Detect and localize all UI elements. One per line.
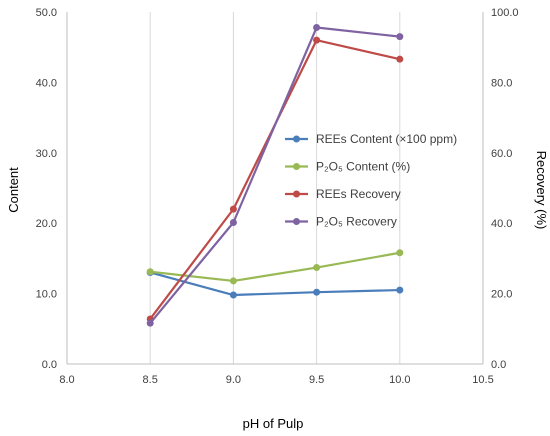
data-point [229,277,237,285]
grid-lines [149,12,401,364]
right-y-tick-label: 80.0 [491,77,512,89]
series-0 [146,268,404,299]
x-tick-label: 8.5 [143,374,158,386]
x-tick-label: 9.0 [226,374,241,386]
left-axis-title: Content [6,167,21,213]
data-point [229,205,237,213]
data-point [313,36,321,44]
right-y-tick-label: 100.0 [491,7,519,19]
legend-swatch-marker [293,218,300,225]
series-1 [146,249,404,285]
series-line [150,251,400,283]
data-point [229,218,237,226]
series-group [146,23,404,327]
left-y-tick-label: 10.0 [36,289,57,301]
legend-label: P₂O₅ Recovery [316,215,397,229]
left-y-tick-label: 20.0 [36,218,57,230]
legend-swatch-marker [293,163,300,170]
left-y-tick-label: 30.0 [36,148,57,160]
legend-label: REEs Recovery [316,187,401,201]
data-point [229,291,237,299]
left-y-tick-label: 0.0 [42,359,57,371]
data-point [396,33,404,41]
right-y-tick-label: 20.0 [491,289,512,301]
legend-label: REEs Content (×100 ppm) [316,132,457,146]
axes [66,12,484,365]
legend-item: REEs Content (×100 ppm) [285,132,457,146]
legend-label: P₂O₅ Content (%) [316,160,410,174]
tick-labels: 8.0 8.5 9.0 9.5 10.0 10.5 0.0 10.0 20.0 30.0 40.0 5… [36,7,519,386]
x-tick-label: 8.0 [59,374,74,386]
left-y-tick-label: 50.0 [36,7,57,19]
legend-swatch-marker [293,190,300,198]
data-point [146,319,154,327]
legend-swatch-marker [293,135,300,143]
data-point [313,288,321,296]
x-tick-label: 10.5 [472,374,493,386]
data-point [396,249,404,257]
right-axis-title: Recovery (%) [534,151,549,230]
data-point [146,268,154,276]
legend-item: REEs Recovery [285,187,401,201]
data-point [396,286,404,294]
left-y-tick-label: 40.0 [36,77,57,89]
right-y-tick-label: 40.0 [491,218,512,230]
data-point [313,23,321,31]
series-3 [146,23,404,327]
x-tick-label: 10.0 [389,374,410,386]
legend-item: P₂O₅ Content (%) [285,160,410,174]
x-tick-label: 9.5 [309,374,324,386]
series-line [149,26,400,324]
legend: REEs Content (×100 ppm) P₂O₅ Content (%) R… [285,132,457,229]
series-line [149,271,400,297]
legend-item: P₂O₅ Recovery [285,215,397,229]
data-point [396,55,404,63]
data-point [313,264,321,272]
right-y-tick-label: 0.0 [491,359,506,371]
x-axis-title: pH of Pulp [243,416,304,431]
right-y-tick-label: 60.0 [491,148,512,160]
